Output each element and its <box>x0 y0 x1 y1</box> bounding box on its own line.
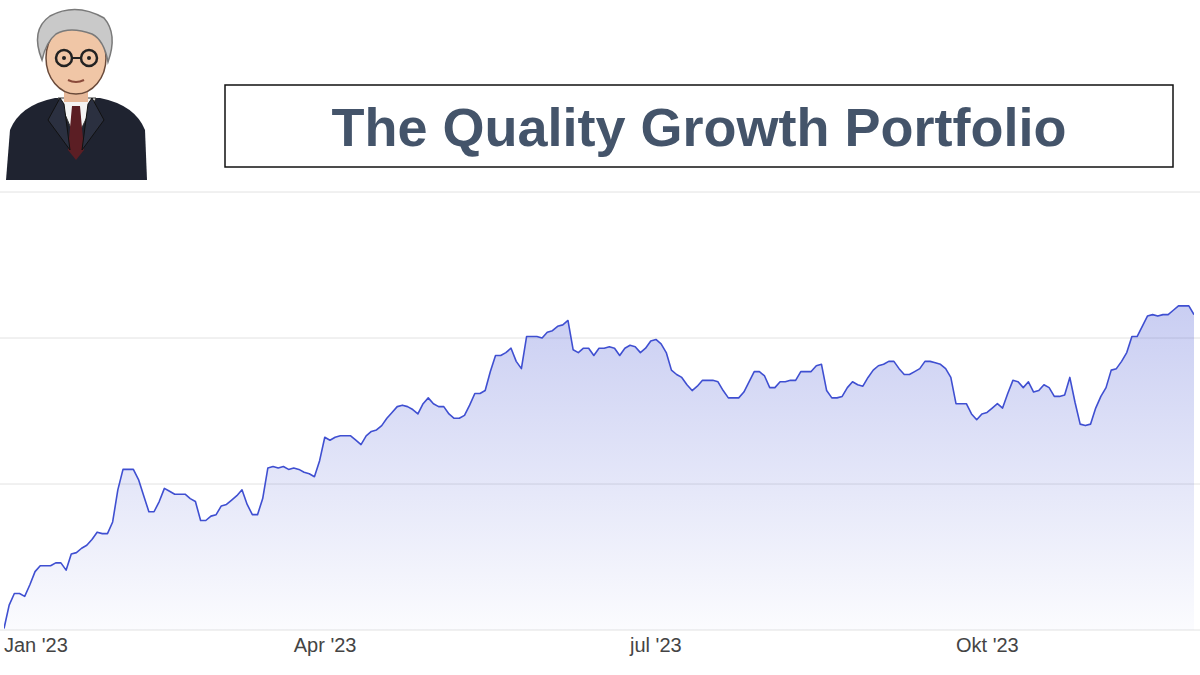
line <box>4 306 1194 629</box>
avatar-glasses <box>81 50 97 66</box>
avatar-hair <box>38 9 113 62</box>
grid <box>0 192 1200 630</box>
avatar-tie <box>68 106 84 160</box>
plot-area <box>4 306 1194 630</box>
chart: The Quality Growth Portfolio Jan '23 Apr '… <box>0 0 1200 675</box>
x-tick-label: Okt '23 <box>956 634 1019 656</box>
grid-line <box>0 338 1200 339</box>
x-tick-label: jul '23 <box>629 634 682 656</box>
avatar-eye <box>87 56 91 60</box>
x-tick-label: Jan '23 <box>4 634 68 656</box>
title: The Quality Growth Portfolio <box>332 97 1067 157</box>
avatar-eye <box>62 56 66 60</box>
avatar-suit <box>6 98 147 180</box>
avatar-lapel <box>48 98 104 150</box>
x-axis: Jan '23 Apr '23 jul '23 Okt '23 <box>4 634 1019 656</box>
avatar <box>6 9 147 180</box>
area <box>4 306 1194 630</box>
x-tick-label: Apr '23 <box>294 634 357 656</box>
avatar-glasses <box>56 50 72 66</box>
avatar-mouth <box>68 80 84 82</box>
page: {"chart_data": {"type": "area", "title":… <box>0 0 1200 675</box>
grid-line <box>0 192 1200 193</box>
avatar-glasses <box>72 57 81 59</box>
title-box <box>225 85 1173 167</box>
